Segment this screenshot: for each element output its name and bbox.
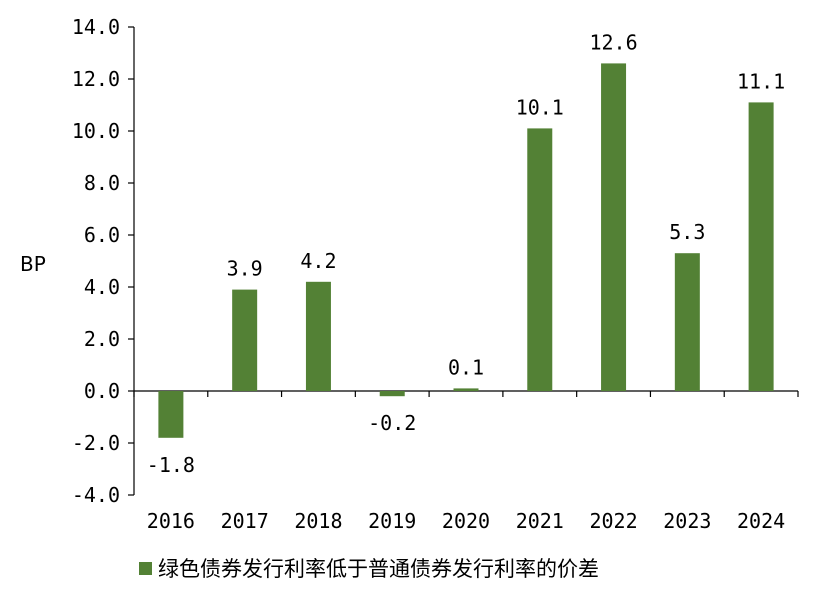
y-axis: -4.0 -2.0 0.0 2.0 4.0 6.0 8.0 10.0 12.0 14.0 <box>72 15 135 507</box>
data-label: 12.6 <box>589 30 637 54</box>
data-labels: -1.8 3.9 4.2 -0.2 0.1 10.1 12.6 5.3 11.1 <box>147 30 785 476</box>
bar <box>305 281 331 391</box>
data-label: 3.9 <box>227 257 263 281</box>
x-tick-label: 2019 <box>368 509 416 533</box>
x-axis: 2016 2017 2018 2019 2020 2021 2022 2023 2024 <box>133 390 799 533</box>
y-tick-label: 0.0 <box>84 379 120 403</box>
data-label: -1.8 <box>147 453 195 477</box>
y-tick-label: 2.0 <box>84 327 120 351</box>
legend-swatch <box>139 562 152 575</box>
x-tick-label: 2022 <box>589 509 637 533</box>
y-tick-label: 6.0 <box>84 223 120 247</box>
data-label: -0.2 <box>368 411 416 435</box>
x-tick-label: 2021 <box>516 509 564 533</box>
x-tick-label: 2023 <box>663 509 711 533</box>
x-tick-label: 2018 <box>294 509 342 533</box>
legend-label: 绿色债券发行利率低于普通债券发行利率的价差 <box>158 557 599 581</box>
data-label: 4.2 <box>300 249 336 273</box>
y-tick-label: -2.0 <box>72 431 120 455</box>
y-tick-label: 4.0 <box>84 275 120 299</box>
y-tick-label: 12.0 <box>72 67 120 91</box>
x-tick-label: 2017 <box>221 509 269 533</box>
y-tick-label: 8.0 <box>84 171 120 195</box>
x-tick-label: 2016 <box>147 509 195 533</box>
bars <box>158 63 774 438</box>
data-label: 5.3 <box>669 220 705 244</box>
bar <box>379 391 405 397</box>
bar <box>232 289 258 391</box>
bar <box>527 128 553 391</box>
data-label: 11.1 <box>737 69 785 93</box>
x-tick-label: 2020 <box>442 509 490 533</box>
x-tick-label: 2024 <box>737 509 785 533</box>
y-tick-label: 14.0 <box>72 15 120 39</box>
bar <box>453 388 479 391</box>
bar <box>748 102 774 392</box>
data-label: 0.1 <box>448 355 484 379</box>
bar <box>674 253 700 391</box>
data-label: 10.1 <box>516 95 564 119</box>
bar <box>601 63 627 392</box>
y-axis-label: BP <box>20 252 46 276</box>
bar <box>158 391 184 438</box>
legend: 绿色债券发行利率低于普通债券发行利率的价差 <box>139 557 599 581</box>
y-tick-label: 10.0 <box>72 119 120 143</box>
y-tick-label: -4.0 <box>72 483 120 507</box>
